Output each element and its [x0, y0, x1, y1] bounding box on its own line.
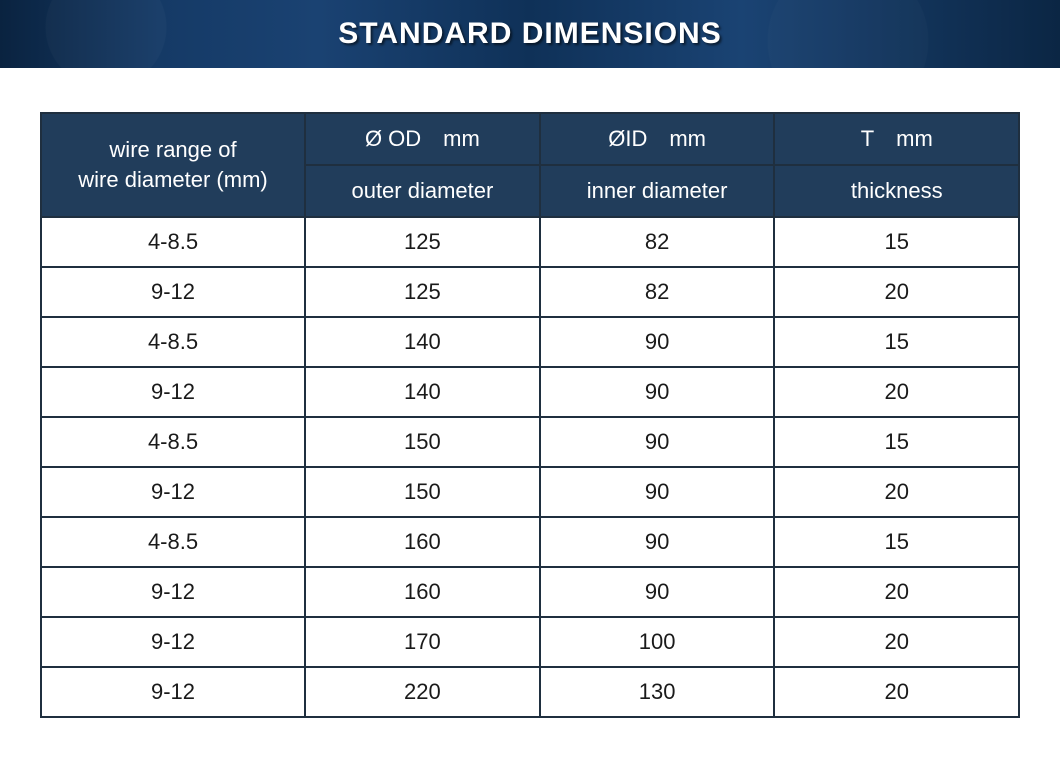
cell-id: 82	[540, 267, 775, 317]
table-header: wire range of wire diameter (mm) Ø OD mm…	[41, 113, 1019, 217]
table-row: 4-8.51258215	[41, 217, 1019, 267]
cell-t: 15	[774, 517, 1019, 567]
cell-range: 9-12	[41, 467, 305, 517]
cell-t: 15	[774, 317, 1019, 367]
table-row: 9-1222013020	[41, 667, 1019, 717]
col-header-t-sub: thickness	[774, 165, 1019, 217]
table-row: 9-121409020	[41, 367, 1019, 417]
cell-id: 82	[540, 217, 775, 267]
cell-t: 20	[774, 617, 1019, 667]
wire-range-line2: wire diameter (mm)	[78, 167, 267, 192]
cell-range: 9-12	[41, 367, 305, 417]
table-row: 9-1217010020	[41, 617, 1019, 667]
cell-od: 220	[305, 667, 540, 717]
cell-range: 9-12	[41, 567, 305, 617]
cell-range: 4-8.5	[41, 517, 305, 567]
cell-od: 150	[305, 417, 540, 467]
cell-t: 20	[774, 467, 1019, 517]
cell-id: 90	[540, 367, 775, 417]
cell-t: 20	[774, 267, 1019, 317]
cell-od: 170	[305, 617, 540, 667]
cell-range: 4-8.5	[41, 317, 305, 367]
cell-t: 15	[774, 417, 1019, 467]
col-header-t-top: T mm	[774, 113, 1019, 165]
table-container: wire range of wire diameter (mm) Ø OD mm…	[0, 68, 1060, 718]
table-row: 4-8.51609015	[41, 517, 1019, 567]
cell-t: 20	[774, 367, 1019, 417]
cell-od: 125	[305, 217, 540, 267]
cell-od: 140	[305, 317, 540, 367]
cell-id: 90	[540, 467, 775, 517]
col-header-id-top: ØID mm	[540, 113, 775, 165]
cell-id: 130	[540, 667, 775, 717]
cell-range: 4-8.5	[41, 417, 305, 467]
cell-id: 90	[540, 567, 775, 617]
cell-od: 125	[305, 267, 540, 317]
cell-id: 90	[540, 417, 775, 467]
table-row: 4-8.51409015	[41, 317, 1019, 367]
title-banner: STANDARD DIMENSIONS	[0, 0, 1060, 68]
cell-t: 20	[774, 567, 1019, 617]
cell-id: 100	[540, 617, 775, 667]
table-row: 9-121609020	[41, 567, 1019, 617]
table-row: 9-121509020	[41, 467, 1019, 517]
dimensions-table: wire range of wire diameter (mm) Ø OD mm…	[40, 112, 1020, 718]
table-row: 4-8.51509015	[41, 417, 1019, 467]
cell-t: 20	[774, 667, 1019, 717]
cell-id: 90	[540, 517, 775, 567]
cell-range: 9-12	[41, 267, 305, 317]
col-header-id-sub: inner diameter	[540, 165, 775, 217]
cell-od: 160	[305, 567, 540, 617]
cell-id: 90	[540, 317, 775, 367]
col-header-od-sub: outer diameter	[305, 165, 540, 217]
table-row: 9-121258220	[41, 267, 1019, 317]
wire-range-line1: wire range of	[109, 137, 236, 162]
cell-range: 9-12	[41, 667, 305, 717]
cell-t: 15	[774, 217, 1019, 267]
table-body: 4-8.512582159-1212582204-8.514090159-121…	[41, 217, 1019, 717]
cell-range: 4-8.5	[41, 217, 305, 267]
cell-od: 150	[305, 467, 540, 517]
cell-od: 140	[305, 367, 540, 417]
col-header-od-top: Ø OD mm	[305, 113, 540, 165]
page-title: STANDARD DIMENSIONS	[338, 17, 721, 51]
col-header-wire-range: wire range of wire diameter (mm)	[41, 113, 305, 217]
cell-od: 160	[305, 517, 540, 567]
cell-range: 9-12	[41, 617, 305, 667]
